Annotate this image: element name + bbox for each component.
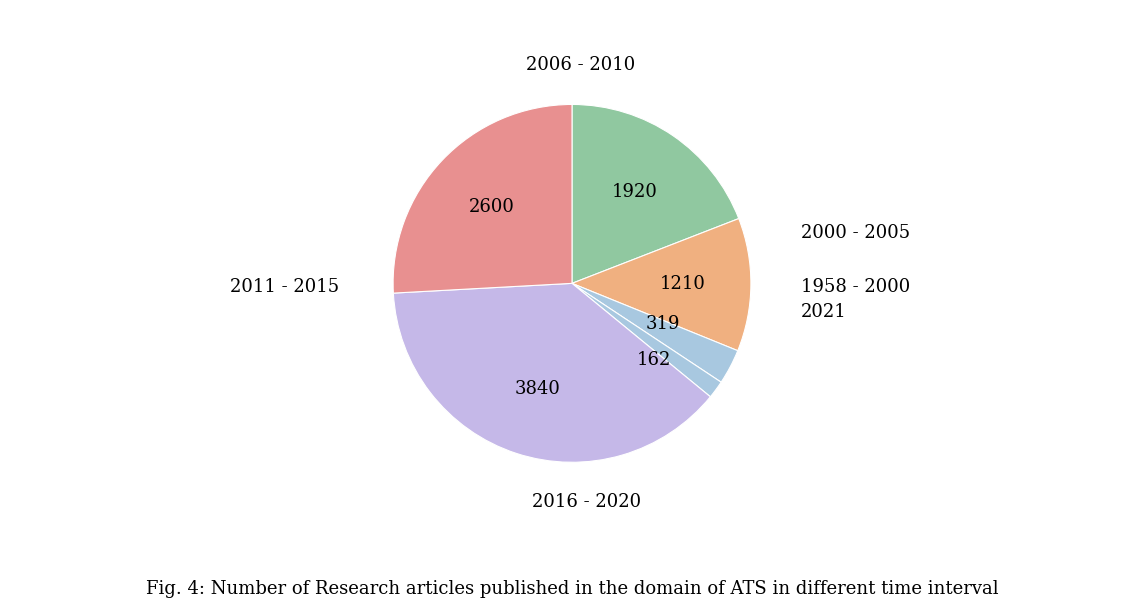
Text: 2021: 2021 <box>801 303 847 321</box>
Wedge shape <box>394 283 710 462</box>
Wedge shape <box>572 219 750 351</box>
Text: 2600: 2600 <box>469 198 515 216</box>
Text: 162: 162 <box>637 351 672 369</box>
Text: 319: 319 <box>645 315 681 333</box>
Wedge shape <box>572 283 721 397</box>
Text: 2000 - 2005: 2000 - 2005 <box>801 224 911 242</box>
Text: 2006 - 2010: 2006 - 2010 <box>526 56 636 74</box>
Text: Fig. 4: Number of Research articles published in the domain of ATS in different : Fig. 4: Number of Research articles publ… <box>145 580 999 598</box>
Text: 1210: 1210 <box>660 275 706 293</box>
Text: 1958 - 2000: 1958 - 2000 <box>801 278 911 296</box>
Wedge shape <box>394 105 572 293</box>
Wedge shape <box>572 283 738 382</box>
Text: 1920: 1920 <box>612 183 658 201</box>
Wedge shape <box>572 105 739 283</box>
Text: 3840: 3840 <box>515 380 561 398</box>
Text: 2016 - 2020: 2016 - 2020 <box>532 493 641 511</box>
Text: 2011 - 2015: 2011 - 2015 <box>230 278 340 296</box>
